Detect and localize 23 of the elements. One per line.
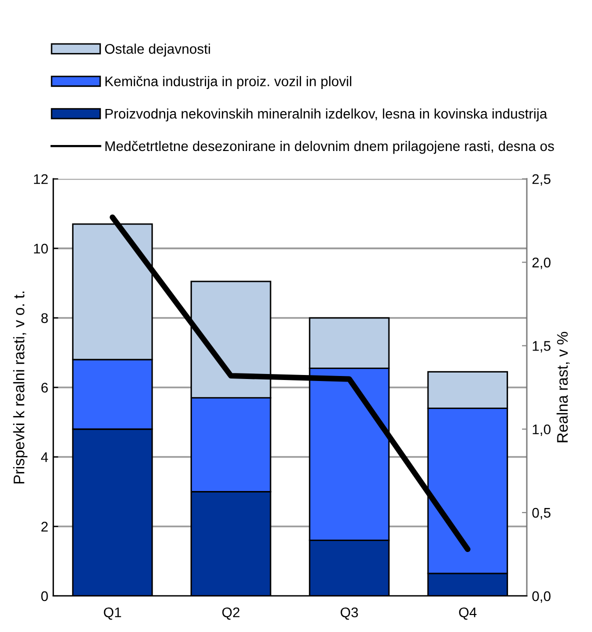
legend-label: Kemična industrija in proiz. vozil in plovil [105,76,352,90]
y2-tick-label: 0,0 [532,591,551,603]
y-tick-label: 8 [41,313,48,324]
y2-tick-label: 1,5 [532,341,550,353]
y-tick-label: 4 [41,452,48,462]
y2-axis-title: Realna rast, v % [556,332,570,442]
y-tick-label: 0 [41,591,48,602]
y2-tick-label: 0,5 [532,508,550,520]
legend-label: Ostale dejavnosti [105,44,210,57]
y2-tick-label: 2,0 [532,258,551,270]
y-tick-label: 12 [34,174,48,184]
y2-tick-label: 1,0 [532,424,551,436]
x-tick-label: Q2 [222,607,240,620]
legend-label: Proizvodnja nekovinskih mineralnih izdelkov, lesna in kovinska industrija [105,108,548,122]
x-tick-label: Q4 [459,607,477,620]
y-axis-title: Prispevki k realni rasti, v o. t. [13,292,28,484]
x-tick-label: Q1 [104,607,122,620]
y-tick-label: 6 [41,382,48,393]
y2-tick-label: 2,5 [532,174,550,186]
y-tick-label: 2 [41,522,48,532]
legend-label: Medčetrtletne desezonirane in delovnim dnem prilagojene rasti, desna os [105,140,554,154]
y-tick-label: 10 [34,244,48,254]
x-tick-label: Q3 [340,607,358,620]
